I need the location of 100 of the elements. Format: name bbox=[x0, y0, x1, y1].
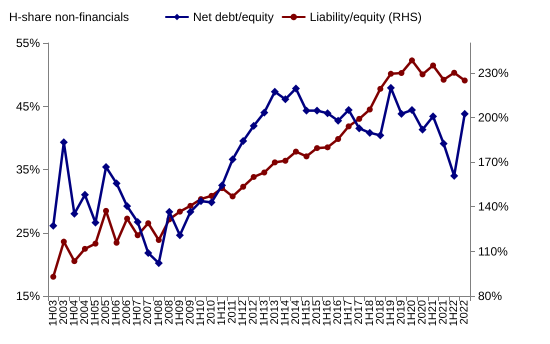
point bbox=[80, 190, 89, 199]
point bbox=[366, 128, 374, 137]
x-tick-label: 2018 bbox=[374, 300, 386, 324]
x-tick-label: 2010 bbox=[206, 300, 218, 324]
x-tick-label: 1H10 bbox=[194, 300, 207, 326]
x-tick-label: 1H12 bbox=[237, 300, 250, 326]
x-tick-label: 1H20 bbox=[406, 300, 418, 326]
x-tick-label: 1H07 bbox=[132, 300, 144, 326]
point bbox=[440, 76, 447, 83]
x-tick-label: 1H13 bbox=[258, 300, 270, 326]
legend-label: Liability/equity (RHS) bbox=[310, 10, 422, 24]
point bbox=[314, 145, 320, 152]
point bbox=[324, 144, 331, 150]
point bbox=[388, 70, 394, 77]
point bbox=[272, 159, 278, 166]
point bbox=[292, 148, 299, 155]
point bbox=[92, 240, 98, 247]
y-tick-label: 35% bbox=[16, 162, 40, 176]
point bbox=[429, 112, 438, 120]
point bbox=[302, 106, 310, 115]
x-tick-label: 1H03 bbox=[47, 300, 60, 326]
point bbox=[239, 137, 248, 146]
point bbox=[187, 202, 194, 209]
point bbox=[124, 216, 130, 222]
point bbox=[346, 123, 352, 130]
x-tick-label: 2013 bbox=[268, 300, 281, 324]
x-tick-label: 1H19 bbox=[384, 300, 397, 326]
point bbox=[377, 86, 384, 92]
y-tick-label: 45% bbox=[16, 99, 40, 114]
point bbox=[261, 169, 268, 176]
point bbox=[335, 136, 342, 142]
x-tick-label: 1H05 bbox=[89, 300, 102, 326]
x-tick-label: 2022 bbox=[458, 300, 471, 324]
legend-label: Net debt/equity bbox=[193, 10, 274, 24]
point bbox=[408, 106, 416, 114]
point bbox=[430, 62, 436, 68]
point bbox=[156, 237, 162, 244]
point bbox=[260, 108, 268, 117]
x-tick-label: 2006 bbox=[121, 300, 134, 324]
point bbox=[176, 231, 184, 240]
x-tick-label: 2016 bbox=[332, 300, 344, 324]
point bbox=[102, 162, 110, 171]
x-tick-label: 1H18 bbox=[364, 300, 376, 326]
x-tick-label: 2005 bbox=[100, 300, 112, 324]
point bbox=[281, 95, 290, 104]
x-tick-label: 2015 bbox=[311, 300, 324, 324]
x-tick-label: 2021 bbox=[438, 300, 450, 324]
point bbox=[218, 181, 226, 190]
point bbox=[460, 110, 469, 118]
point bbox=[303, 153, 310, 160]
x-tick-label: 1H21 bbox=[427, 300, 440, 326]
x-tick-label: 2008 bbox=[163, 300, 176, 324]
x-tick-label: 1H22 bbox=[448, 300, 460, 326]
point bbox=[186, 208, 194, 216]
point bbox=[112, 179, 121, 188]
point bbox=[398, 70, 404, 76]
point bbox=[103, 208, 110, 214]
point bbox=[462, 78, 468, 84]
point bbox=[123, 202, 132, 210]
point bbox=[240, 184, 246, 190]
point bbox=[250, 174, 257, 180]
x-tick-label: 2014 bbox=[290, 300, 302, 324]
point bbox=[228, 155, 237, 164]
x-tick-label: 2004 bbox=[78, 300, 91, 324]
y2-tick-label: 110% bbox=[478, 244, 508, 258]
x-tick-label: 1H14 bbox=[279, 300, 292, 326]
x-tick-label: 2012 bbox=[248, 300, 260, 324]
point bbox=[250, 122, 258, 130]
point bbox=[366, 106, 373, 113]
point bbox=[134, 232, 141, 238]
y2-tick-label: 200% bbox=[478, 110, 510, 124]
y2-tick-label: 80% bbox=[478, 289, 502, 303]
point bbox=[50, 274, 56, 280]
x-tick-label: 1H06 bbox=[110, 300, 123, 326]
x-tick-label: 1H15 bbox=[300, 300, 312, 326]
point bbox=[355, 124, 364, 132]
x-tick-label: 2003 bbox=[58, 300, 70, 324]
x-tick-label: 2017 bbox=[353, 300, 366, 324]
x-tick-label: 1H17 bbox=[342, 300, 355, 326]
point bbox=[82, 246, 88, 252]
point bbox=[145, 220, 152, 226]
point bbox=[418, 126, 427, 134]
point bbox=[196, 197, 205, 206]
x-tick-label: 1H16 bbox=[322, 300, 334, 326]
point bbox=[324, 109, 332, 118]
x-tick-label: 1H11 bbox=[216, 300, 228, 326]
point bbox=[208, 198, 216, 206]
y2-tick-label: 170% bbox=[478, 155, 510, 170]
point bbox=[154, 259, 163, 268]
chart-title: H-share non-financials bbox=[9, 10, 130, 24]
x-tick-label: 1H08 bbox=[152, 300, 165, 326]
point bbox=[420, 71, 426, 78]
x-tick-label: 1H09 bbox=[174, 300, 186, 326]
point bbox=[134, 218, 142, 226]
point bbox=[176, 208, 183, 215]
y-tick-label: 25% bbox=[16, 226, 40, 240]
y-tick-label: 15% bbox=[16, 289, 40, 303]
point bbox=[270, 88, 279, 96]
point bbox=[334, 116, 342, 125]
y2-tick-label: 140% bbox=[478, 200, 510, 214]
